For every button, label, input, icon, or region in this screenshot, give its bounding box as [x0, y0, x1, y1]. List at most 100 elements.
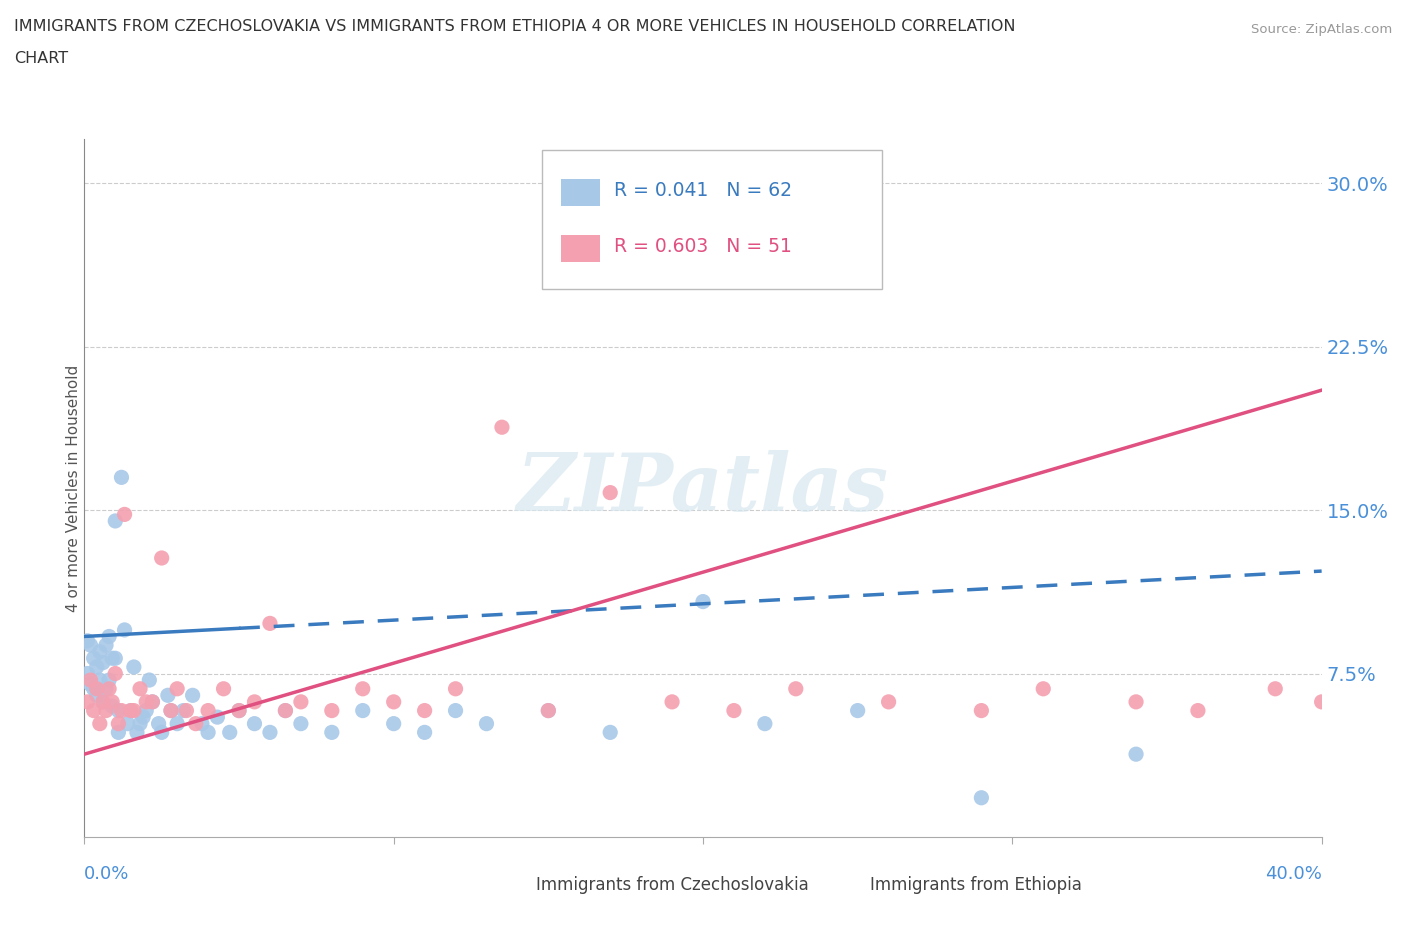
- Point: [98, 629, 121, 644]
- Point: [785, 682, 807, 697]
- Point: [259, 616, 281, 631]
- Point: [89, 716, 111, 731]
- Point: [129, 682, 152, 697]
- Point: [692, 594, 714, 609]
- Point: [110, 470, 132, 485]
- Point: [94, 682, 117, 697]
- Point: [166, 682, 188, 697]
- Point: [129, 716, 152, 731]
- Point: [1125, 747, 1147, 762]
- Point: [970, 703, 993, 718]
- Point: [160, 703, 183, 718]
- Point: [91, 695, 114, 710]
- Point: [1403, 682, 1406, 697]
- Text: IMMIGRANTS FROM CZECHOSLOVAKIA VS IMMIGRANTS FROM ETHIOPIA 4 OR MORE VEHICLES IN: IMMIGRANTS FROM CZECHOSLOVAKIA VS IMMIGR…: [14, 19, 1015, 33]
- Point: [107, 716, 129, 731]
- Point: [91, 655, 114, 670]
- Point: [877, 695, 900, 710]
- Point: [475, 716, 498, 731]
- Point: [76, 633, 98, 648]
- Point: [150, 551, 173, 565]
- Text: Source: ZipAtlas.com: Source: ZipAtlas.com: [1251, 23, 1392, 36]
- Point: [94, 638, 117, 653]
- Point: [141, 695, 163, 710]
- Point: [1357, 703, 1379, 718]
- Point: [114, 622, 136, 637]
- Point: [191, 716, 214, 731]
- Point: [491, 419, 513, 434]
- Point: [135, 703, 157, 718]
- Point: [83, 651, 105, 666]
- Point: [444, 703, 467, 718]
- Point: [413, 725, 436, 740]
- FancyBboxPatch shape: [561, 179, 600, 206]
- Point: [181, 688, 204, 703]
- Point: [184, 716, 207, 731]
- Point: [156, 688, 179, 703]
- Point: [98, 672, 121, 687]
- Point: [83, 682, 105, 697]
- Point: [212, 682, 235, 697]
- Point: [110, 703, 132, 718]
- Y-axis label: 4 or more Vehicles in Household: 4 or more Vehicles in Household: [66, 365, 80, 612]
- Point: [120, 703, 142, 718]
- Point: [352, 682, 374, 697]
- Text: Immigrants from Czechoslovakia: Immigrants from Czechoslovakia: [536, 876, 808, 894]
- Point: [197, 703, 219, 718]
- Point: [723, 703, 745, 718]
- Point: [274, 703, 297, 718]
- Point: [207, 710, 229, 724]
- Point: [135, 695, 157, 710]
- Point: [89, 644, 111, 659]
- Point: [970, 790, 993, 805]
- FancyBboxPatch shape: [827, 875, 862, 897]
- Point: [86, 688, 108, 703]
- Point: [321, 725, 343, 740]
- Point: [120, 703, 142, 718]
- Text: R = 0.041   N = 62: R = 0.041 N = 62: [614, 181, 792, 200]
- Point: [172, 703, 194, 718]
- FancyBboxPatch shape: [561, 235, 600, 261]
- Point: [243, 716, 266, 731]
- Point: [382, 716, 405, 731]
- Point: [754, 716, 776, 731]
- Point: [599, 725, 621, 740]
- Point: [160, 703, 183, 718]
- Point: [76, 666, 98, 681]
- Point: [228, 703, 250, 718]
- Point: [98, 682, 121, 697]
- Text: ZIPatlas: ZIPatlas: [517, 449, 889, 527]
- Point: [1032, 682, 1054, 697]
- Point: [104, 666, 127, 681]
- Point: [101, 698, 124, 713]
- Point: [86, 659, 108, 674]
- Point: [101, 695, 124, 710]
- Point: [274, 703, 297, 718]
- Text: 0.0%: 0.0%: [84, 865, 129, 883]
- Point: [79, 677, 101, 692]
- Point: [79, 638, 101, 653]
- Point: [94, 703, 117, 718]
- Text: 40.0%: 40.0%: [1265, 865, 1322, 883]
- Point: [228, 703, 250, 718]
- Text: CHART: CHART: [14, 51, 67, 66]
- Point: [1310, 695, 1333, 710]
- Text: R = 0.603   N = 51: R = 0.603 N = 51: [614, 237, 792, 256]
- Point: [1264, 682, 1286, 697]
- Point: [104, 513, 127, 528]
- Point: [197, 725, 219, 740]
- Point: [599, 485, 621, 500]
- Point: [86, 682, 108, 697]
- Point: [117, 716, 139, 731]
- Point: [382, 695, 405, 710]
- Point: [125, 725, 148, 740]
- Text: Immigrants from Ethiopia: Immigrants from Ethiopia: [870, 876, 1081, 894]
- Point: [1125, 695, 1147, 710]
- Point: [1187, 703, 1209, 718]
- Point: [176, 703, 198, 718]
- Point: [79, 672, 101, 687]
- Point: [290, 695, 312, 710]
- Point: [150, 725, 173, 740]
- Point: [243, 695, 266, 710]
- Point: [661, 695, 683, 710]
